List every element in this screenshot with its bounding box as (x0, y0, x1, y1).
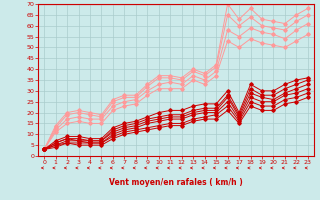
X-axis label: Vent moyen/en rafales ( km/h ): Vent moyen/en rafales ( km/h ) (109, 178, 243, 187)
